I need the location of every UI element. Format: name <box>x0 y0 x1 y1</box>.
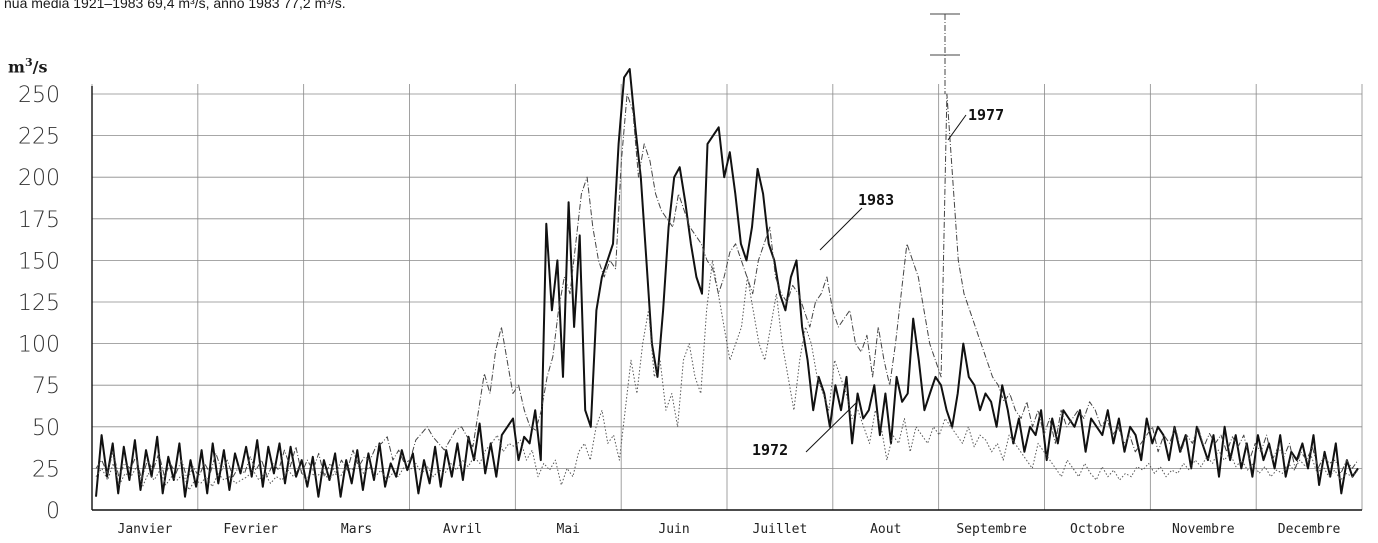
y-tick-label: 150 <box>18 249 60 274</box>
annotation-1972: 1972 <box>752 441 788 459</box>
month-label: Septembre <box>956 522 1027 537</box>
y-tick-label: 250 <box>18 83 60 108</box>
y-unit-rest: /s <box>32 57 48 77</box>
y-tick-label: 0 <box>46 499 60 524</box>
y-unit-exponent: 3 <box>24 56 33 69</box>
month-label: Mars <box>341 522 372 537</box>
month-label: Mai <box>557 522 580 537</box>
month-label: Fevrier <box>223 522 278 537</box>
annotation-1983: 1983 <box>858 191 894 209</box>
y-tick-label: 200 <box>18 166 60 191</box>
month-label: Janvier <box>118 522 173 537</box>
month-label: Aout <box>870 522 901 537</box>
y-tick-label: 25 <box>32 457 60 482</box>
series-line-1977 <box>95 93 1359 481</box>
annotation-1977-leader <box>947 114 967 141</box>
month-label: Decembre <box>1278 522 1341 537</box>
y-tick-label: 100 <box>18 333 60 358</box>
y-axis-ticks: 0 25 50 75 100 125 150 175 200 225 250 <box>18 83 60 524</box>
series-annotations: 1977 1983 1972 <box>752 106 1004 459</box>
y-tick-label: 225 <box>18 125 60 150</box>
series-lines <box>95 13 1359 498</box>
x-axis-month-labels: Janvier Fevrier Mars Avril Mai Juin Juillet Aou… <box>118 522 1341 537</box>
y-tick-label: 50 <box>32 416 60 441</box>
y-axis-unit-label: m3/s <box>8 56 47 76</box>
chart-caption: nua media 1921–1983 69,4 m³/s, anno 1983… <box>4 0 346 11</box>
annotation-1977: 1977 <box>968 106 1004 124</box>
month-label: Juin <box>658 522 689 537</box>
series-line-1972 <box>95 259 1359 491</box>
y-tick-label: 125 <box>18 291 60 316</box>
annotation-1983-leader <box>819 207 863 251</box>
y-tick-label: 75 <box>32 374 60 399</box>
y-tick-label: 175 <box>18 208 60 233</box>
month-label: Juillet <box>753 522 808 537</box>
month-label: Novembre <box>1172 522 1235 537</box>
y-unit-base: m <box>8 57 25 77</box>
annotation-1972-leader <box>805 402 857 453</box>
month-label: Octobre <box>1070 522 1125 537</box>
series-line-1983 <box>95 68 1359 498</box>
month-label: Avril <box>443 522 482 537</box>
